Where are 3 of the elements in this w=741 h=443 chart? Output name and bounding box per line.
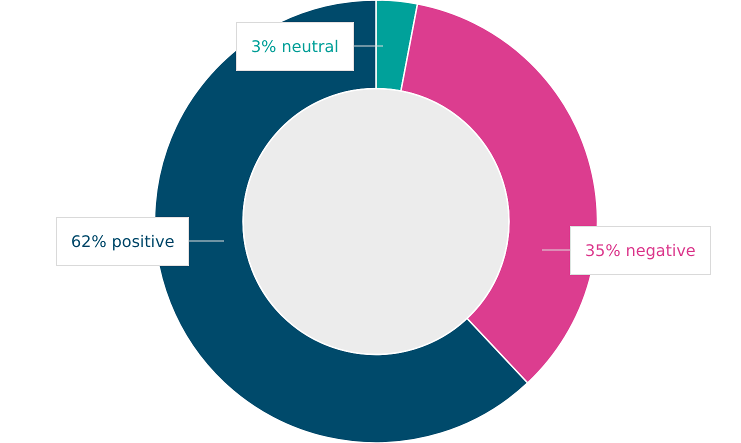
- slice-label: 35% negative: [585, 241, 696, 260]
- slice-label: 3% neutral: [251, 37, 339, 56]
- slice-label: 62% positive: [71, 232, 174, 251]
